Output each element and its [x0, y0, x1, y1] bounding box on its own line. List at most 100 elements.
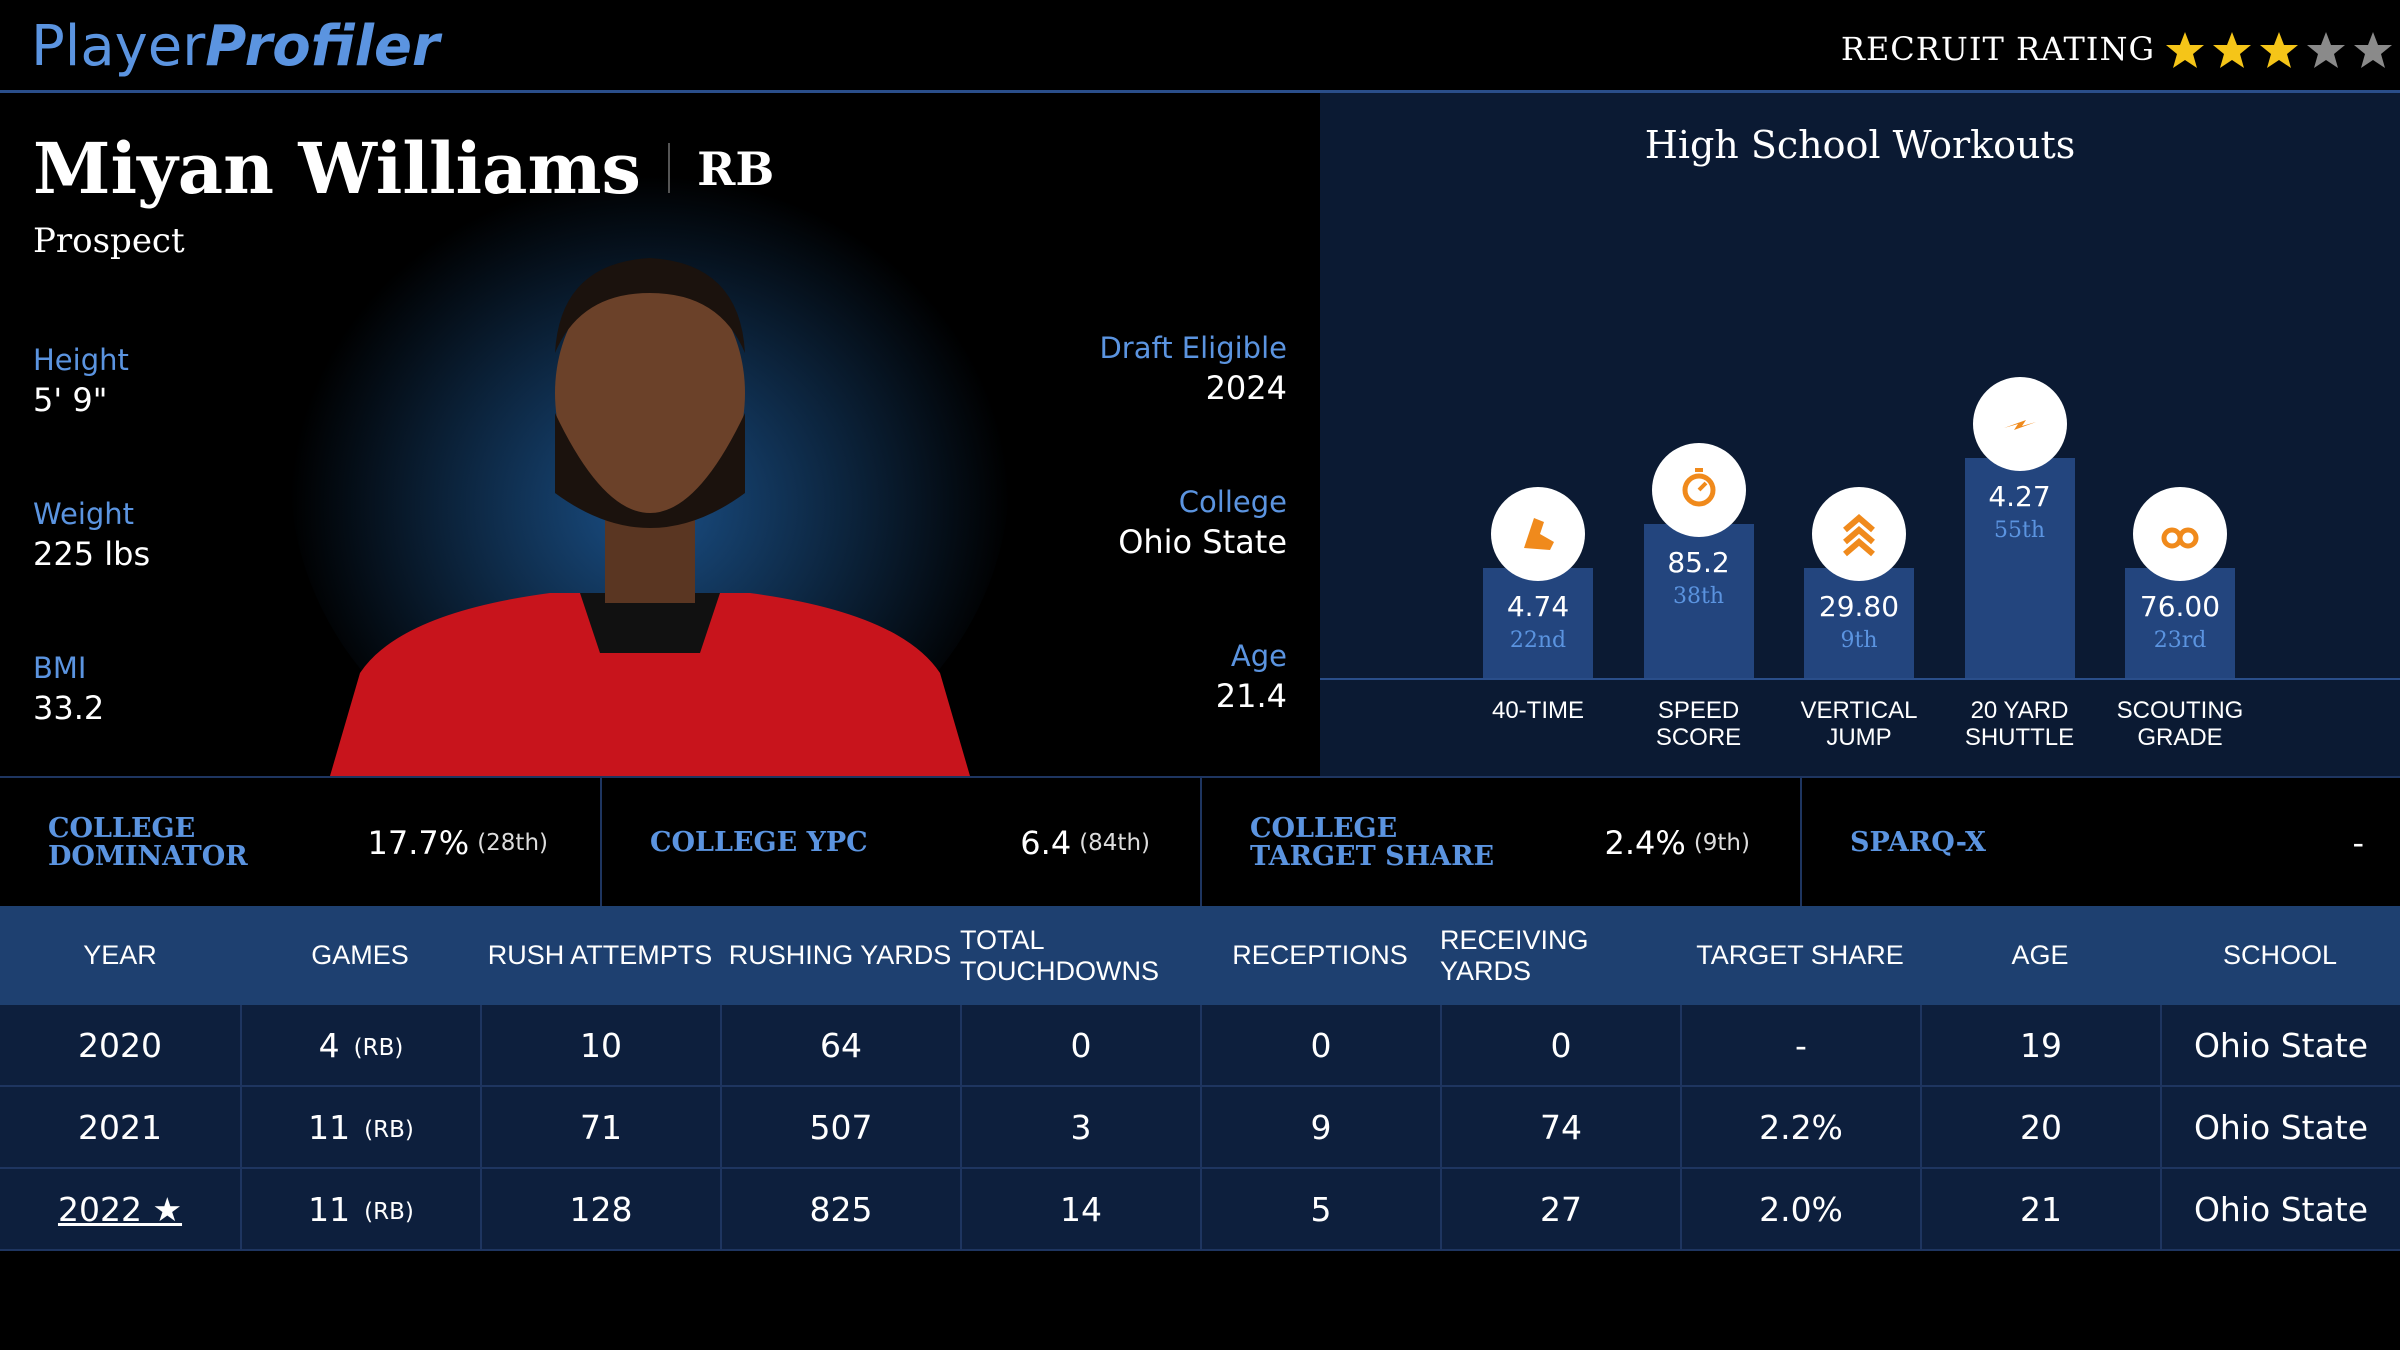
table-cell: 9 [1200, 1087, 1440, 1167]
table-cell: 128 [480, 1169, 720, 1249]
column-header: TARGET SHARE [1696, 940, 1904, 970]
header: PlayerProfiler RECRUIT RATING [0, 0, 2400, 93]
workout-label: SPEED SCORE [1655, 697, 1742, 751]
icon [1524, 518, 1554, 550]
workout-bar [1964, 458, 2075, 678]
workout-item: 85.2 38th SPEED SCORE [1643, 93, 1754, 776]
table-cell: 507 [720, 1087, 960, 1167]
table-cell: 0 [1200, 1005, 1440, 1085]
metric-value: 2.4% (9th) [1605, 778, 1750, 908]
workout-bar [1643, 524, 1754, 678]
logo-text: Player [31, 14, 206, 79]
bio-value: 2024 [1205, 369, 1287, 407]
workout-label: 40-TIME [1491, 697, 1584, 724]
workout-percentile: 9th [1840, 628, 1878, 653]
workout-label: 20 YARD SHUTTLE [1964, 697, 2075, 751]
table-cell: Ohio State [2160, 1005, 2400, 1085]
column-header: RECEIVING YARDS [1440, 924, 1589, 986]
workout-bar [2125, 568, 2235, 678]
metric-cell: SPARQ-X - [1800, 778, 2400, 908]
workout-value: 76.00 [2139, 590, 2221, 623]
bio-value: 33.2 [33, 689, 105, 727]
rating-stars [2166, 32, 2392, 68]
workouts-panel: High School Workouts 4.74 22nd 40-TIME 85.2… [1320, 93, 2400, 776]
metric-label: SPARQ-X [1850, 827, 1986, 858]
metric-cell: COLLEGE DOMINATOR 17.7% (28th) [0, 778, 600, 908]
column-header: TOTAL TOUCHDOWNS [960, 924, 1159, 986]
table-cell: 5 [1200, 1169, 1440, 1249]
metric-number: 2.4% [1604, 824, 1686, 862]
workout-item: 76.00 23rd SCOUTING GRADE [2117, 93, 2243, 776]
icon [1682, 468, 1715, 507]
table-cell: 14 [960, 1169, 1200, 1249]
column-header: GAMES [311, 940, 409, 970]
bio-value: 5' 9" [33, 381, 108, 419]
table-cell: 2.2% [1680, 1087, 1920, 1167]
table-cell: Ohio State [2160, 1087, 2400, 1167]
table-cell: 19 [1920, 1005, 2160, 1085]
table-row: 2022 ★ 11 (RB) 128 825 14 5 27 2.0% 21 Ohio State [0, 1169, 2400, 1251]
bio-value: Ohio State [1118, 523, 1287, 561]
workout-value: 29.80 [1818, 590, 1900, 623]
metric-rank: (9th) [1693, 830, 1750, 856]
player-status: Prospect [33, 221, 185, 261]
workout-icon [1491, 487, 1585, 581]
table-cell: - [1680, 1005, 1920, 1085]
workout-label: SCOUTING GRADE [2116, 697, 2244, 751]
bio-label: Draft Eligible [1099, 331, 1287, 365]
table-row: 2020 4 (RB) 10 64 0 0 0-19 Ohio State [0, 1005, 2400, 1087]
player-name: Miyan Williams RB [33, 127, 774, 210]
workout-percentile: 55th [1993, 518, 2045, 543]
column-header: SCHOOL [2222, 940, 2338, 970]
logo[interactable]: PlayerProfiler [31, 14, 440, 79]
icon [2161, 527, 2199, 549]
bio-label: Height [33, 343, 129, 377]
metric-value: 6.4 (84th) [1020, 778, 1150, 908]
workout-icon [1812, 487, 1906, 581]
metrics-bar: COLLEGE DOMINATOR 17.7% (28th) COLLEGE YPC 6… [0, 776, 2400, 908]
workout-icon [1651, 443, 1746, 537]
metric-label: COLLEGE TARGET SHARE [1250, 813, 1495, 872]
column-header: RUSHING YARDS [728, 940, 952, 970]
workout-percentile: 22nd [1509, 628, 1567, 653]
column-header: YEAR [83, 940, 157, 970]
bio-label: College [1178, 485, 1287, 519]
baseline [1320, 678, 2400, 680]
player-panel: Miyan Williams RB Prospect Height 5' 9" We… [0, 93, 1319, 776]
column-header: RUSH ATTEMPTS [487, 940, 713, 970]
workout-bar [1804, 568, 1914, 678]
table-cell: 11 (RB) [240, 1169, 480, 1249]
workout-item: 4.74 22nd 40-TIME [1483, 93, 1593, 776]
bio-value: 225 lbs [33, 535, 151, 573]
divider [668, 143, 671, 193]
workout-value: 4.74 [1506, 590, 1570, 623]
table-cell: 0 [1440, 1005, 1680, 1085]
column-header: AGE [2011, 940, 2069, 970]
table-row: 2021 11 (RB) 71 507 3 9 74 2.2% 20 Ohio State [0, 1087, 2400, 1169]
table-cell: 64 [720, 1005, 960, 1085]
table-cell: 71 [480, 1087, 720, 1167]
table-cell: 11 (RB) [240, 1087, 480, 1167]
table-cell: 2021 [78, 1107, 162, 1147]
metric-rank: (28th) [477, 830, 548, 856]
table-header: YEAR GAMES RUSH ATTEMPTS RUSHING YARDS TOTAL… [0, 906, 2400, 1005]
recruit-rating-label: RECRUIT RATING [1840, 30, 2155, 68]
workout-item: 29.80 9th VERTICAL JUMP [1801, 93, 1917, 776]
position-tag: (RB) [353, 1035, 404, 1061]
workouts-title: High School Workouts [1644, 123, 2076, 167]
workout-item: 4.27 55th 20 YARD SHUTTLE [1964, 93, 2075, 776]
position: RB [697, 142, 775, 196]
metric-rank: (84th) [1079, 830, 1150, 856]
icon [2003, 420, 2036, 430]
workout-value: 4.27 [1988, 480, 2051, 513]
workout-value: 85.2 [1667, 546, 1730, 579]
workout-icon [2133, 487, 2227, 581]
table-cell: 825 [720, 1169, 960, 1249]
position-tag: (RB) [364, 1117, 414, 1143]
bio-label: Age [1230, 639, 1287, 673]
column-header: RECEPTIONS [1232, 940, 1408, 970]
games: 11 [308, 1107, 351, 1147]
games: 4 [318, 1025, 340, 1065]
icon [1843, 514, 1875, 557]
table-cell[interactable]: 2022 ★ [57, 1189, 183, 1229]
